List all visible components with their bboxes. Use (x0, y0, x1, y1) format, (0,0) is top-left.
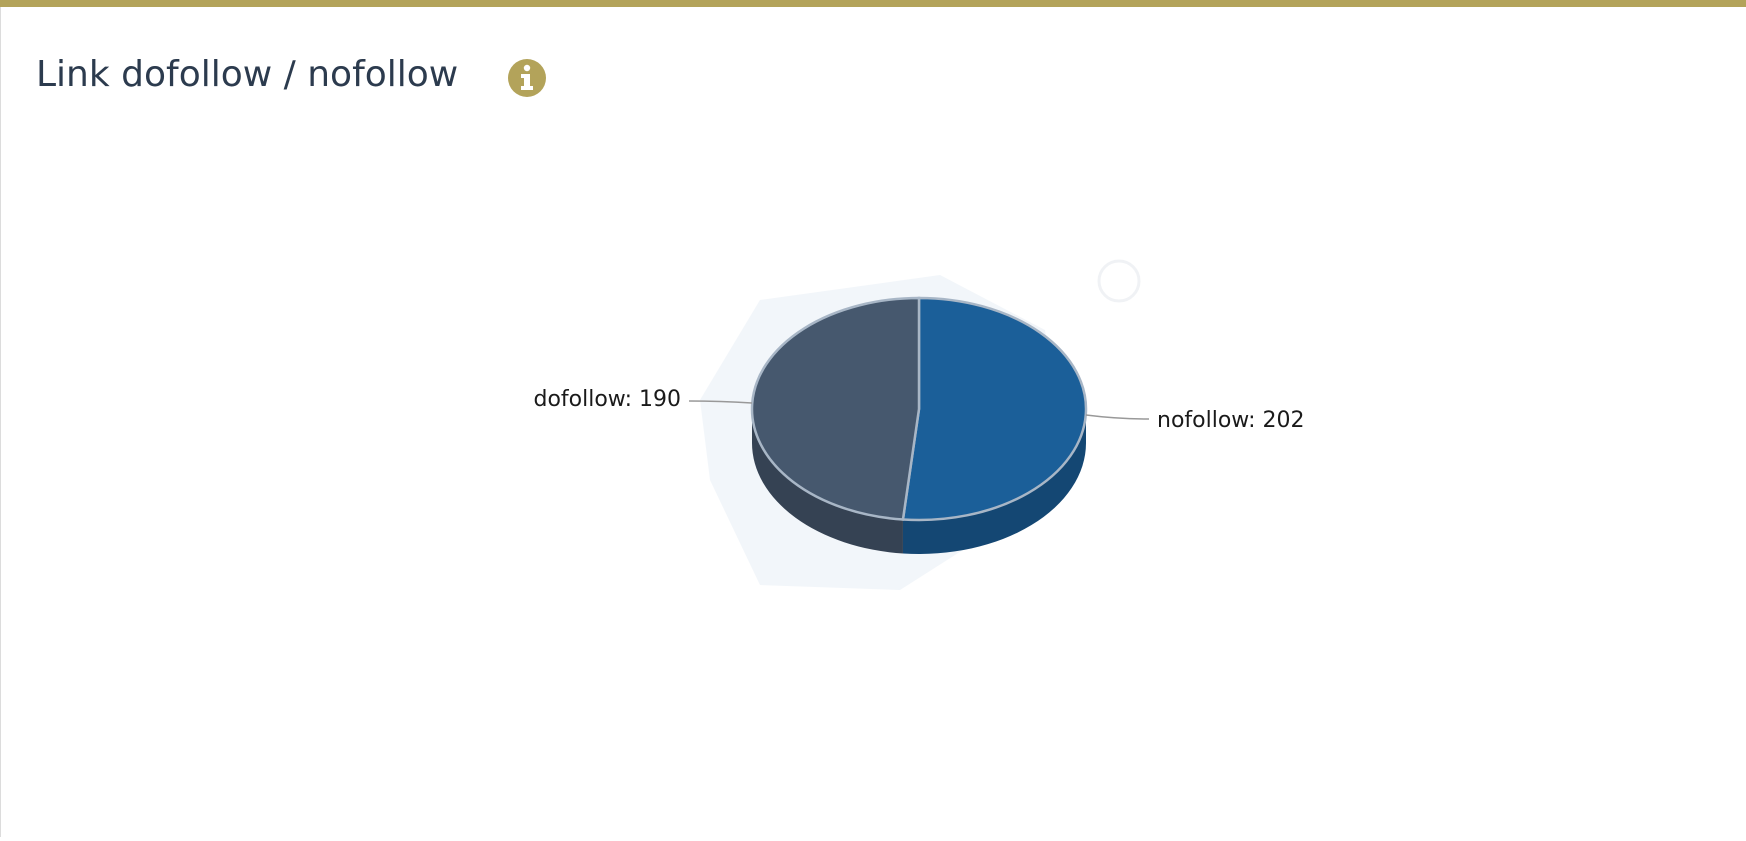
pie-slice (901, 296, 1088, 522)
leader-line (688, 400, 753, 404)
pie-slice-side (902, 409, 1086, 554)
pie-slice-side (752, 409, 903, 554)
data-label: dofollow: 190 (533, 387, 681, 412)
watermark-ring (1097, 259, 1141, 303)
info-stem[interactable] (521, 74, 533, 90)
top-border (0, 0, 1746, 7)
chart-title: Link dofollow / nofollow (36, 54, 458, 95)
leader-line (1085, 414, 1150, 420)
data-label: nofollow: 202 (1157, 408, 1304, 433)
info-dot[interactable] (523, 64, 531, 72)
pie-slice (750, 296, 921, 521)
info-icon[interactable] (508, 59, 546, 97)
